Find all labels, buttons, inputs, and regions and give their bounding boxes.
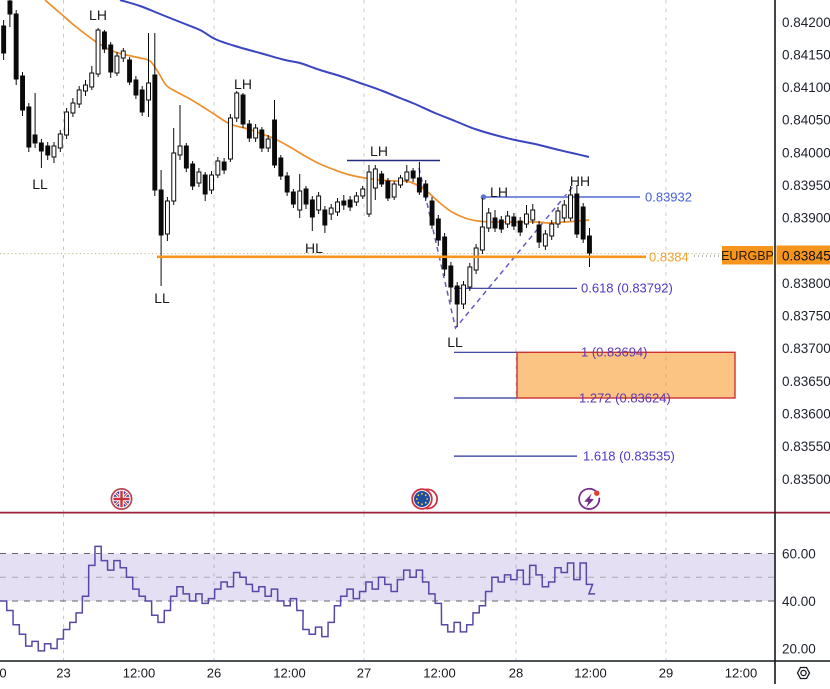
svg-text:1.272 (0.83624): 1.272 (0.83624) (579, 391, 671, 406)
svg-text:12:00: 12:00 (123, 666, 156, 681)
svg-text:29: 29 (659, 666, 673, 681)
svg-text:0.83900: 0.83900 (782, 211, 830, 226)
svg-text:LL: LL (32, 176, 48, 192)
svg-text:0.83600: 0.83600 (782, 407, 830, 422)
svg-text:0.83845: 0.83845 (782, 248, 830, 263)
svg-text:0.83800: 0.83800 (782, 276, 830, 291)
svg-text:HL: HL (305, 240, 323, 256)
svg-text:0.84150: 0.84150 (782, 47, 830, 62)
svg-text:0.84100: 0.84100 (782, 80, 830, 95)
svg-text:0.83750: 0.83750 (782, 309, 830, 324)
svg-text:LH: LH (490, 184, 508, 200)
svg-text:0.83550: 0.83550 (782, 439, 830, 454)
svg-text:HH: HH (570, 173, 590, 189)
svg-text:26: 26 (207, 666, 221, 681)
svg-text:60.00: 60.00 (782, 546, 816, 561)
svg-text:0.84000: 0.84000 (782, 145, 830, 160)
svg-text:LL: LL (154, 290, 170, 306)
svg-text:12:00: 12:00 (725, 666, 758, 681)
svg-text:0.83650: 0.83650 (782, 374, 830, 389)
svg-text:0.83700: 0.83700 (782, 341, 830, 356)
svg-text:28: 28 (509, 666, 523, 681)
svg-text:0.83932: 0.83932 (645, 190, 692, 205)
svg-text:23: 23 (56, 666, 70, 681)
svg-text:40.00: 40.00 (782, 594, 816, 609)
svg-text:27: 27 (357, 666, 371, 681)
svg-text:12:00: 12:00 (423, 666, 456, 681)
svg-text:EURGBP: EURGBP (721, 249, 774, 263)
svg-text:12:00: 12:00 (574, 666, 607, 681)
svg-text:LH: LH (89, 7, 107, 23)
svg-text:0.83500: 0.83500 (782, 472, 830, 487)
svg-text:0.84050: 0.84050 (782, 113, 830, 128)
svg-text:0.8384: 0.8384 (649, 249, 689, 264)
svg-text:LL: LL (447, 334, 463, 350)
svg-text:0.83950: 0.83950 (782, 178, 830, 193)
svg-text:0.84200: 0.84200 (782, 15, 830, 30)
svg-text:LH: LH (234, 76, 252, 92)
svg-text:20.00: 20.00 (782, 641, 816, 656)
svg-text:12:00: 12:00 (273, 666, 306, 681)
svg-text:0.618 (0.83792): 0.618 (0.83792) (581, 281, 673, 296)
svg-text:1.618 (0.83535): 1.618 (0.83535) (583, 449, 675, 464)
svg-text:0: 0 (0, 666, 7, 681)
svg-text:LH: LH (370, 143, 388, 159)
svg-text:1 (0.83694): 1 (0.83694) (581, 345, 648, 360)
